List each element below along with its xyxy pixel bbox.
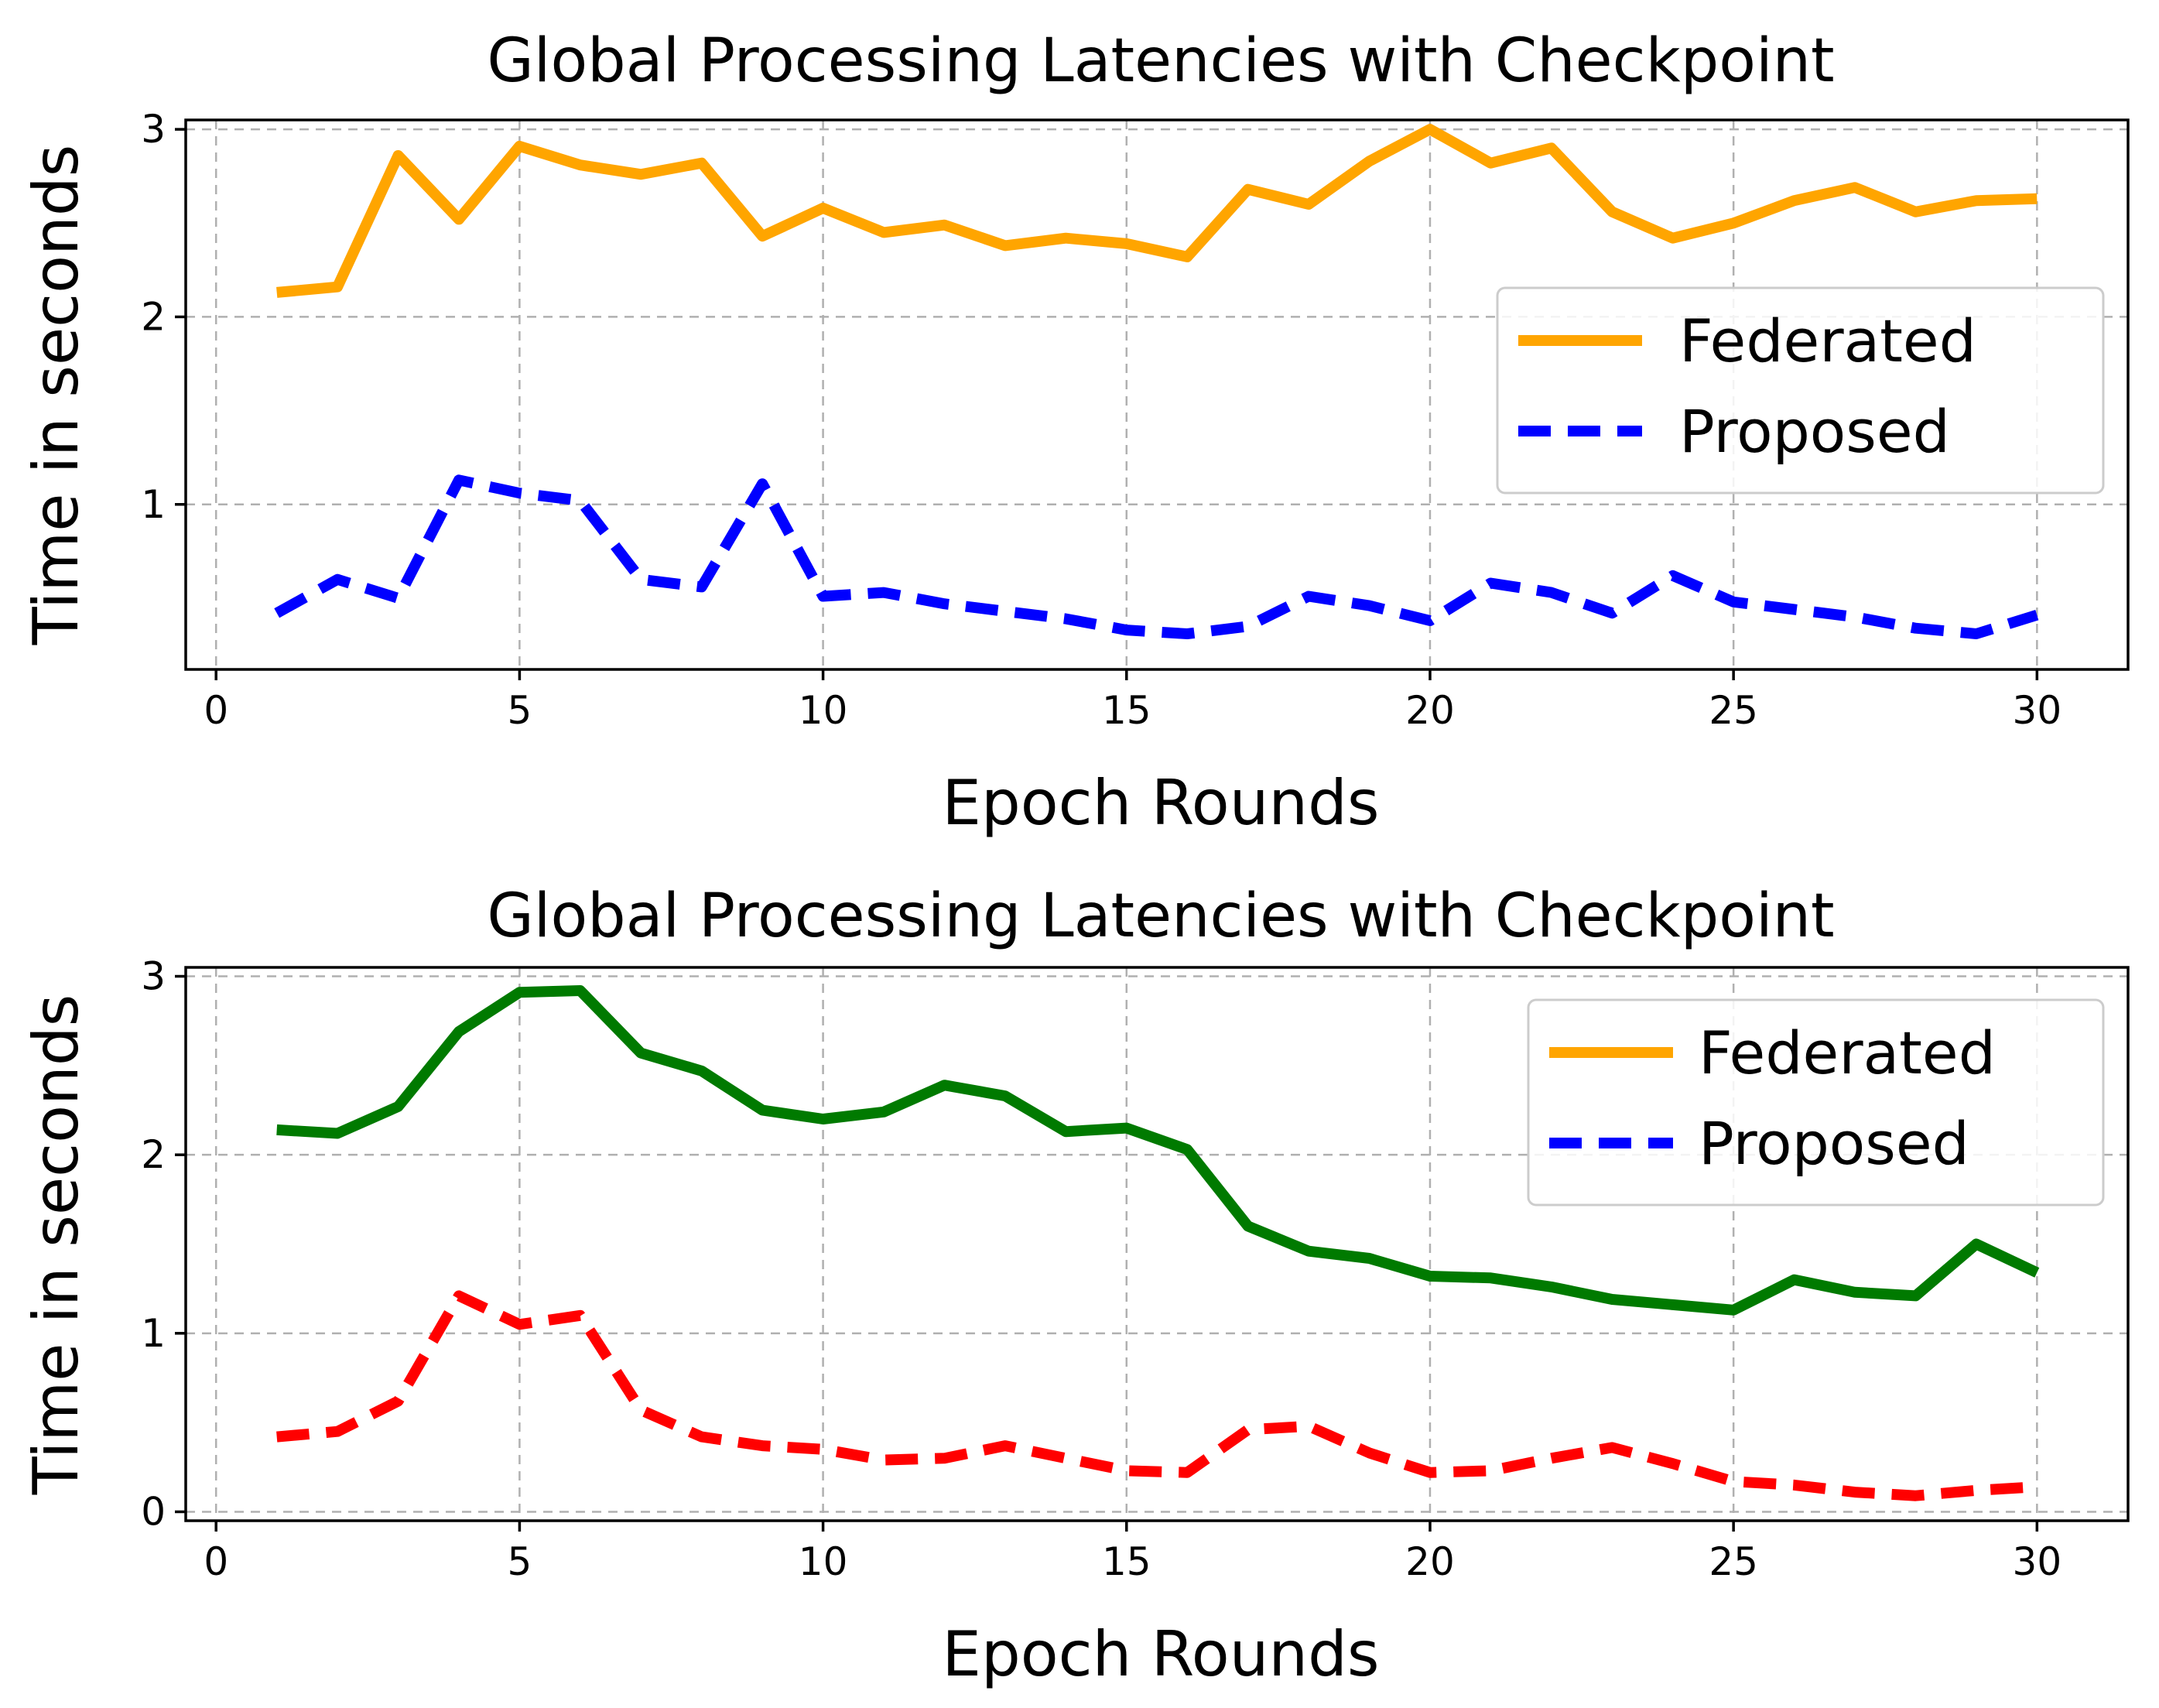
chart-top-legend-label-federated: Federated bbox=[1679, 306, 1976, 375]
chart-bottom-y-tick-label-0: 0 bbox=[141, 1489, 166, 1534]
chart-top-x-tick-label-25: 25 bbox=[1709, 688, 1758, 733]
chart-bottom-x-tick-label-25: 25 bbox=[1709, 1539, 1758, 1584]
chart-bottom-legend-label-federated: Federated bbox=[1699, 1018, 1996, 1087]
chart-top-series bbox=[274, 124, 2039, 639]
chart-top-y-tick-label-1: 1 bbox=[141, 482, 166, 527]
chart-top-plot-frame bbox=[184, 118, 2130, 671]
chart-bottom: Global Processing Latencies with Checkpo… bbox=[20, 881, 2130, 1690]
chart-bottom-x-tick-label-10: 10 bbox=[799, 1539, 848, 1584]
chart-bottom-title: Global Processing Latencies with Checkpo… bbox=[487, 881, 1834, 951]
chart-bottom-series-dashed-line bbox=[276, 1290, 2038, 1501]
chart-top-x-tick-label-5: 5 bbox=[508, 688, 532, 733]
chart-bottom-y-tick-label-2: 2 bbox=[141, 1132, 166, 1177]
chart-bottom-y-tick-label-3: 3 bbox=[141, 954, 166, 999]
chart-top-y-tick-label-3: 3 bbox=[141, 107, 166, 152]
chart-top-series-dashed-line bbox=[274, 474, 2039, 639]
chart-top-x-tick-label-30: 30 bbox=[2013, 688, 2062, 733]
chart-top-series-solid-line bbox=[276, 124, 2038, 298]
chart-top-x-tick-label-15: 15 bbox=[1102, 688, 1151, 733]
chart-top-x-axis-label: Epoch Rounds bbox=[942, 767, 1379, 839]
chart-top-y-ticks: 1 2 3 bbox=[141, 107, 186, 527]
chart-bottom-x-tick-label-30: 30 bbox=[2013, 1539, 2062, 1584]
chart-bottom-x-ticks: 0 5 10 15 20 25 30 bbox=[204, 1521, 2061, 1584]
chart-bottom-grid bbox=[186, 967, 2128, 1521]
chart-bottom-y-tick-label-1: 1 bbox=[141, 1311, 166, 1356]
chart-top-grid bbox=[186, 120, 2128, 669]
chart-bottom-x-tick-label-15: 15 bbox=[1102, 1539, 1151, 1584]
chart-top-title: Global Processing Latencies with Checkpo… bbox=[487, 26, 1834, 96]
chart-top-legend-box bbox=[1496, 286, 2105, 495]
chart-top-x-ticks: 0 5 10 15 20 25 30 bbox=[204, 669, 2061, 733]
chart-bottom-series bbox=[276, 985, 2040, 1501]
chart-top-x-tick-label-10: 10 bbox=[799, 688, 848, 733]
chart-bottom-x-tick-label-20: 20 bbox=[1405, 1539, 1455, 1584]
chart-top-y-tick-label-2: 2 bbox=[141, 294, 166, 339]
chart-bottom-plot-frame bbox=[184, 966, 2130, 1522]
chart-bottom-y-axis-label: Time in seconds bbox=[20, 994, 92, 1496]
chart-top-x-tick-label-0: 0 bbox=[204, 688, 228, 733]
chart-top: Global Processing Latencies with Checkpo… bbox=[20, 26, 2130, 839]
chart-bottom-y-ticks: 0 1 2 3 bbox=[141, 954, 186, 1534]
chart-bottom-legend-label-proposed: Proposed bbox=[1699, 1109, 1969, 1178]
chart-top-legend-label-proposed: Proposed bbox=[1679, 397, 1950, 466]
chart-bottom-x-tick-label-5: 5 bbox=[508, 1539, 532, 1584]
chart-bottom-series-solid-line bbox=[276, 985, 2040, 1316]
chart-top-y-axis-label: Time in seconds bbox=[20, 145, 92, 646]
chart-bottom-x-axis-label: Epoch Rounds bbox=[942, 1618, 1379, 1690]
chart-top-legend: Federated Proposed bbox=[1496, 286, 2105, 495]
chart-bottom-x-tick-label-0: 0 bbox=[204, 1539, 228, 1584]
chart-bottom-legend: Federated Proposed bbox=[1527, 998, 2105, 1207]
chart-top-x-tick-label-20: 20 bbox=[1405, 688, 1455, 733]
